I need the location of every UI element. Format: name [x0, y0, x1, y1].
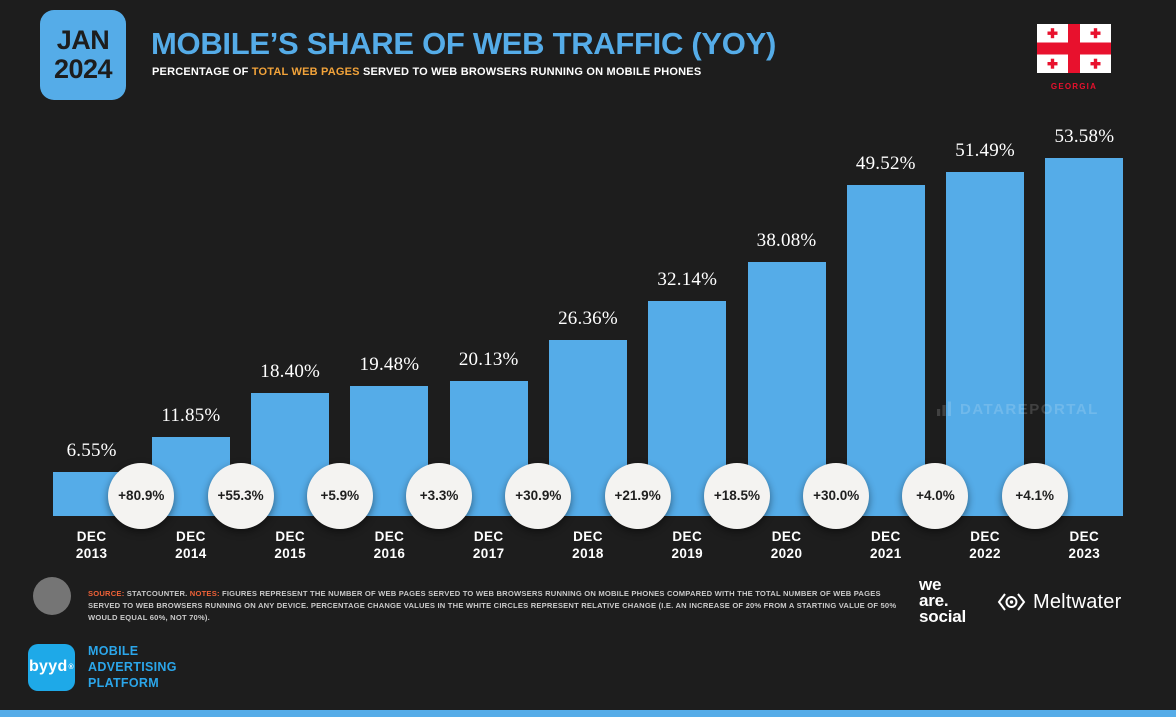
bar-value-label: 20.13%: [458, 349, 519, 371]
bottom-accent-bar: [0, 710, 1176, 717]
bar-value-label: 49.52%: [855, 153, 916, 175]
change-circle: +18.5%: [703, 463, 770, 529]
bar-category-label: DEC 2021: [869, 529, 902, 561]
date-badge: JAN 2024: [40, 10, 126, 100]
change-circle: +21.9%: [604, 463, 671, 529]
byyd-branding: byyd ® MOBILE ADVERTISING PLATFORM: [28, 643, 177, 691]
bar-value-label: 19.48%: [359, 353, 420, 375]
bar-value-label: 18.40%: [260, 361, 321, 383]
bar-value-label: 26.36%: [558, 307, 618, 329]
change-circle: +4.1%: [1001, 463, 1068, 529]
bar-chart: 6.55% DEC 2013 11.85% DEC 2014 18.40% DEC 2015 19…: [42, 120, 1134, 590]
footer-logo-circle: [33, 577, 71, 615]
change-circle: +5.9%: [306, 463, 373, 529]
bar: [1045, 158, 1124, 516]
subtitle-suffix: SERVED TO WEB BROWSERS RUNNING ON MOBILE…: [359, 66, 702, 78]
bar-value-label: 6.55%: [66, 440, 117, 462]
tagline-line1: MOBILE: [88, 644, 139, 658]
change-circle: +30.0%: [803, 463, 870, 529]
datareportal-icon: [937, 401, 951, 416]
bar-category-label: DEC 2020: [770, 529, 803, 561]
notes-text: FIGURES REPRESENT THE NUMBER OF WEB PAGE…: [88, 588, 897, 622]
bar-category-label: DEC 2023: [1068, 529, 1101, 561]
bar: [846, 185, 925, 516]
we-are-social-logo: we are. social: [919, 575, 966, 626]
watermark: DATAREPORTAL: [935, 400, 1099, 418]
subtitle: PERCENTAGE OF TOTAL WEB PAGES SERVED TO …: [152, 66, 701, 78]
country-label: GEORGIA: [1050, 82, 1098, 91]
source-notes: SOURCE: STATCOUNTER. NOTES: FIGURES REPR…: [88, 588, 908, 624]
date-year: 2024: [53, 54, 113, 84]
change-circle: +3.3%: [406, 463, 473, 529]
bar-value-label: 11.85%: [161, 404, 221, 426]
bar: [946, 171, 1025, 516]
bar-category-label: DEC 2019: [671, 529, 704, 561]
page-title: MOBILE’S SHARE OF WEB TRAFFIC (YOY): [151, 26, 776, 61]
watermark-label: DATAREPORTAL: [960, 400, 1099, 418]
georgia-flag-icon: [1037, 24, 1111, 73]
bar-category-label: DEC 2014: [175, 529, 207, 561]
change-circle: +4.0%: [902, 463, 969, 529]
country-flag-block: GEORGIA: [1037, 24, 1111, 91]
change-circle: +80.9%: [108, 463, 175, 529]
registered-mark: ®: [68, 663, 74, 671]
source-label: SOURCE:: [88, 588, 125, 598]
bar-category-label: DEC 2017: [472, 529, 505, 561]
bar-category-label: DEC 2015: [274, 529, 306, 561]
source-text: STATCOUNTER.: [124, 588, 190, 598]
date-month: JAN: [56, 24, 110, 55]
meltwater-icon: [997, 593, 1026, 611]
bar-category-label: DEC 2016: [373, 529, 406, 561]
subtitle-highlight: TOTAL WEB PAGES: [251, 66, 360, 78]
change-circle: +55.3%: [207, 463, 274, 529]
byyd-logo: byyd ®: [28, 643, 75, 691]
notes-label: NOTES:: [189, 588, 220, 598]
bar-value-label: 32.14%: [657, 269, 718, 291]
byyd-logo-text: byyd: [28, 658, 68, 675]
subtitle-prefix: PERCENTAGE OF: [152, 66, 252, 78]
tagline-line2: ADVERTISING: [88, 660, 177, 674]
platform-tagline: MOBILE ADVERTISING PLATFORM: [88, 643, 177, 691]
tagline-line3: PLATFORM: [88, 676, 159, 690]
we-are-social-line3: social: [919, 607, 966, 626]
meltwater-label: Meltwater: [1033, 590, 1122, 613]
we-are-social-line2: are.: [919, 591, 949, 610]
bar-category-label: DEC 2013: [75, 529, 108, 561]
change-circle: +30.9%: [505, 463, 572, 529]
bar-value-label: 38.08%: [756, 229, 817, 251]
bar-value-label: 51.49%: [955, 139, 1015, 161]
we-are-social-line1: we: [919, 575, 942, 594]
bar-category-label: DEC 2022: [969, 529, 1001, 561]
bar-category-label: DEC 2018: [572, 529, 604, 561]
meltwater-logo: Meltwater: [996, 590, 1122, 614]
bar-value-label: 53.58%: [1054, 126, 1115, 147]
